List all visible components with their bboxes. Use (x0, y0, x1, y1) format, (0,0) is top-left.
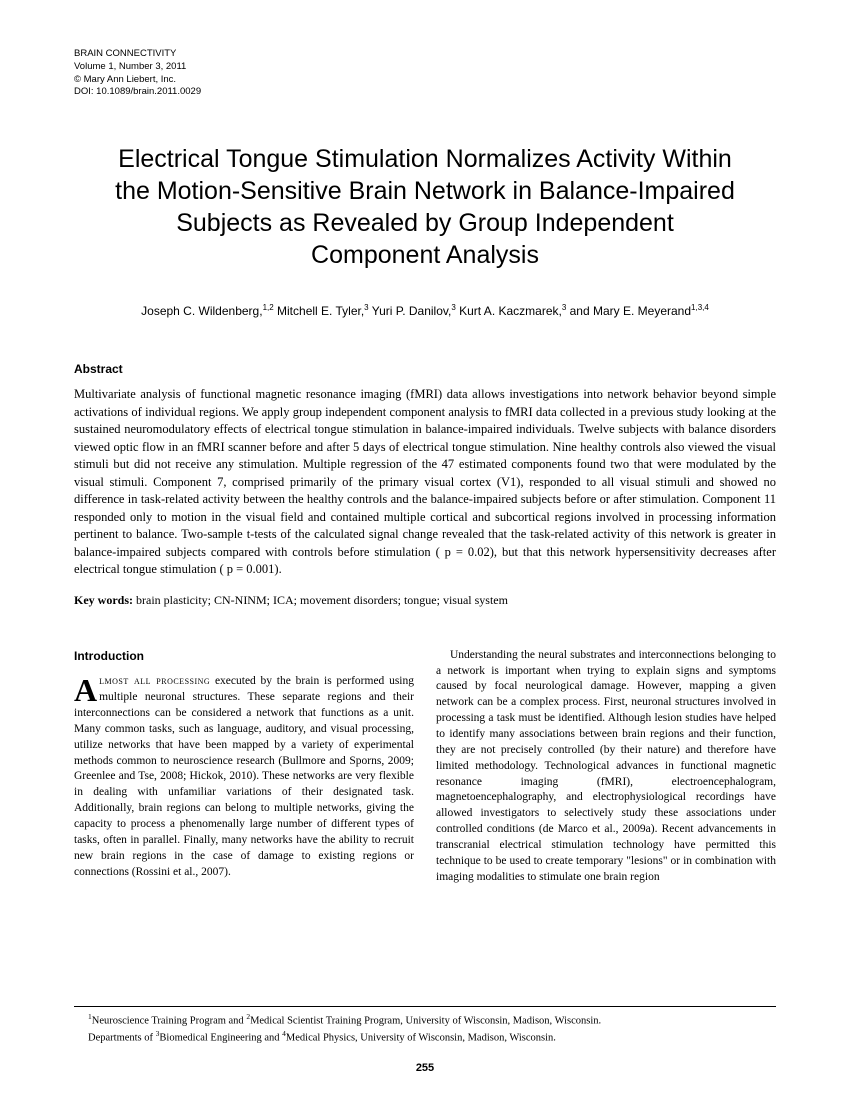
article-title: Electrical Tongue Stimulation Normalizes… (114, 143, 736, 271)
keywords-label: Key words: (74, 593, 133, 607)
dropcap: A (74, 674, 99, 704)
footnote-line-1: 1Neuroscience Training Program and 2Medi… (74, 1012, 776, 1029)
affiliation-footnotes: 1Neuroscience Training Program and 2Medi… (74, 1006, 776, 1046)
author-list: Joseph C. Wildenberg,1,2 Mitchell E. Tyl… (74, 303, 776, 318)
lead-smallcaps: lmost all processing (99, 675, 210, 687)
journal-doi: DOI: 10.1089/brain.2011.0029 (74, 86, 776, 99)
footnote-line-2: Departments of 3Biomedical Engineering a… (74, 1029, 776, 1046)
abstract-heading: Abstract (74, 362, 776, 376)
introduction-paragraph-2: Understanding the neural substrates and … (436, 648, 776, 886)
journal-name: BRAIN CONNECTIVITY (74, 48, 776, 61)
body-columns: Introduction Almost all processing execu… (74, 648, 776, 886)
introduction-heading: Introduction (74, 648, 414, 665)
introduction-paragraph-1: Almost all processing executed by the br… (74, 674, 414, 880)
journal-copyright: © Mary Ann Liebert, Inc. (74, 74, 776, 87)
page-number: 255 (0, 1062, 850, 1074)
journal-metadata: BRAIN CONNECTIVITY Volume 1, Number 3, 2… (74, 48, 776, 99)
keywords-text: brain plasticity; CN-NINM; ICA; movement… (133, 593, 508, 607)
col1-text: executed by the brain is performed using… (74, 675, 414, 877)
keywords: Key words: brain plasticity; CN-NINM; IC… (74, 593, 776, 608)
abstract-text: Multivariate analysis of functional magn… (74, 386, 776, 579)
journal-issue: Volume 1, Number 3, 2011 (74, 61, 776, 74)
